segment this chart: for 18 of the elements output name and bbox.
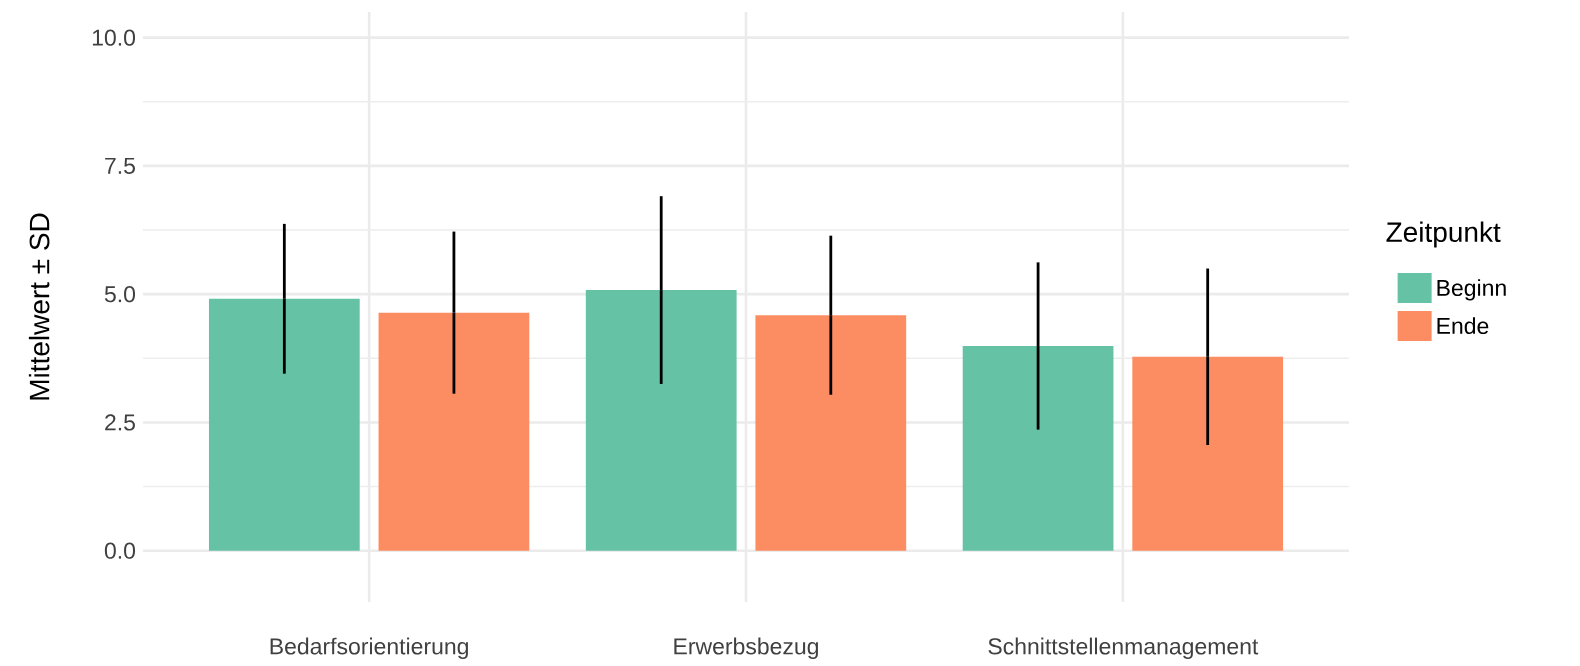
x-tick-label: Schnittstellenmanagement	[988, 637, 1259, 660]
legend-label: Beginn	[1437, 279, 1506, 301]
bar	[755, 315, 907, 551]
x-tick-label: Bedarfsorientierung	[270, 637, 468, 660]
bar	[378, 312, 530, 551]
bar	[962, 346, 1114, 551]
y-tick-label: 5.0	[104, 286, 136, 303]
y-tick-label: 10.0	[92, 29, 136, 46]
y-axis-title: Mittelwert ± SD	[28, 213, 50, 400]
y-tick-label: 0.0	[104, 542, 136, 559]
bar	[1132, 356, 1284, 551]
legend-label: Ende	[1437, 317, 1489, 335]
x-tick-label: Erwerbsbezug	[674, 637, 818, 660]
y-tick-label: 7.5	[105, 158, 135, 175]
bar	[585, 290, 737, 551]
bar	[208, 298, 360, 551]
legend-title: Zeitpunkt	[1386, 221, 1501, 248]
y-tick-label: 2.5	[105, 414, 135, 431]
